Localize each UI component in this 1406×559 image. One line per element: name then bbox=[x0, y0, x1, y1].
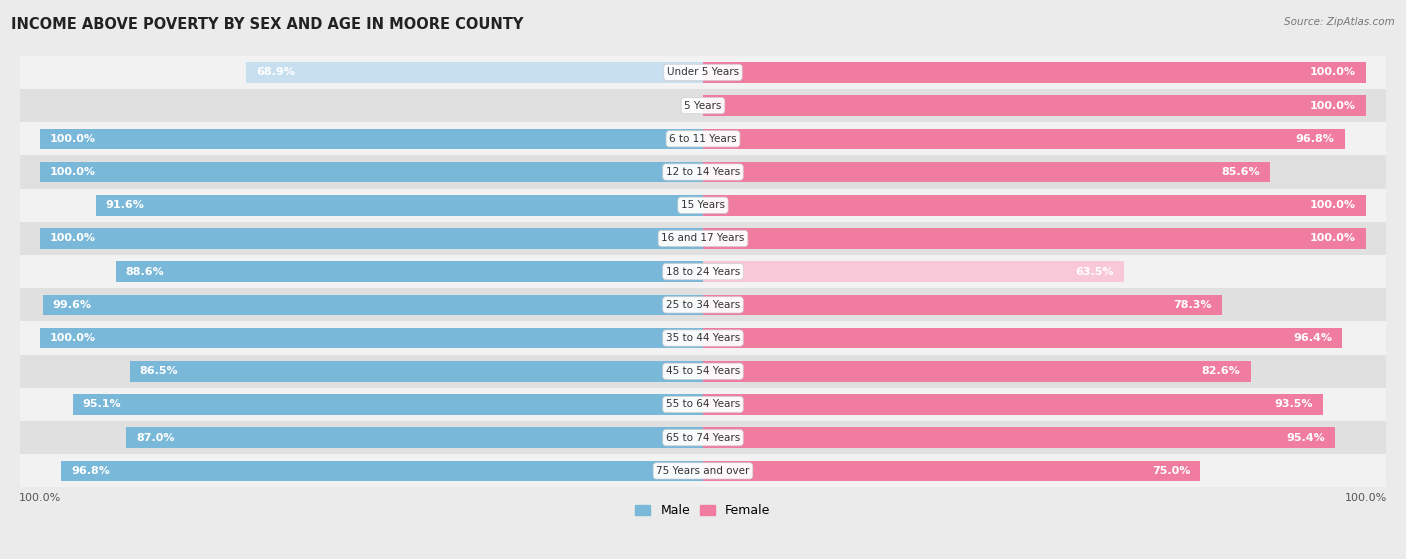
Text: 63.5%: 63.5% bbox=[1076, 267, 1114, 277]
Bar bbox=[703, 295, 1222, 315]
Text: 75 Years and over: 75 Years and over bbox=[657, 466, 749, 476]
Text: 95.1%: 95.1% bbox=[83, 400, 121, 410]
Text: 100.0%: 100.0% bbox=[51, 234, 96, 243]
Bar bbox=[703, 394, 1323, 415]
Text: 68.9%: 68.9% bbox=[256, 68, 295, 77]
Text: 96.8%: 96.8% bbox=[1296, 134, 1334, 144]
Text: 93.5%: 93.5% bbox=[1274, 400, 1313, 410]
Text: 16 and 17 Years: 16 and 17 Years bbox=[661, 234, 745, 243]
Text: 96.4%: 96.4% bbox=[1294, 333, 1331, 343]
Text: 15 Years: 15 Years bbox=[681, 200, 725, 210]
Bar bbox=[7, 421, 1399, 454]
Text: Source: ZipAtlas.com: Source: ZipAtlas.com bbox=[1284, 17, 1395, 27]
Text: 82.6%: 82.6% bbox=[1202, 366, 1240, 376]
Text: 100.0%: 100.0% bbox=[51, 333, 96, 343]
Text: 100.0%: 100.0% bbox=[51, 167, 96, 177]
Text: 96.8%: 96.8% bbox=[72, 466, 110, 476]
Text: 91.6%: 91.6% bbox=[105, 200, 145, 210]
Text: 100.0%: 100.0% bbox=[1310, 234, 1355, 243]
Bar bbox=[62, 461, 703, 481]
Text: 45 to 54 Years: 45 to 54 Years bbox=[666, 366, 740, 376]
Text: 75.0%: 75.0% bbox=[1152, 466, 1191, 476]
Bar bbox=[7, 155, 1399, 188]
Bar bbox=[703, 162, 1271, 182]
Bar bbox=[41, 129, 703, 149]
Bar bbox=[7, 454, 1399, 487]
Bar bbox=[96, 195, 703, 216]
Bar bbox=[703, 195, 1365, 216]
Bar bbox=[115, 262, 703, 282]
Text: 6 to 11 Years: 6 to 11 Years bbox=[669, 134, 737, 144]
Text: 18 to 24 Years: 18 to 24 Years bbox=[666, 267, 740, 277]
Text: 25 to 34 Years: 25 to 34 Years bbox=[666, 300, 740, 310]
Bar bbox=[703, 129, 1344, 149]
Text: 99.6%: 99.6% bbox=[53, 300, 91, 310]
Text: 100.0%: 100.0% bbox=[1310, 68, 1355, 77]
Bar bbox=[41, 328, 703, 348]
Bar bbox=[41, 162, 703, 182]
Text: 85.6%: 85.6% bbox=[1222, 167, 1260, 177]
Bar bbox=[703, 428, 1336, 448]
Bar bbox=[7, 56, 1399, 89]
Text: 35 to 44 Years: 35 to 44 Years bbox=[666, 333, 740, 343]
Bar bbox=[703, 228, 1365, 249]
Bar bbox=[7, 255, 1399, 288]
Bar bbox=[127, 428, 703, 448]
Text: 100.0%: 100.0% bbox=[1310, 200, 1355, 210]
Text: 55 to 64 Years: 55 to 64 Years bbox=[666, 400, 740, 410]
Bar bbox=[7, 388, 1399, 421]
Bar bbox=[7, 122, 1399, 155]
Text: 65 to 74 Years: 65 to 74 Years bbox=[666, 433, 740, 443]
Bar bbox=[7, 222, 1399, 255]
Text: 5 Years: 5 Years bbox=[685, 101, 721, 111]
Bar bbox=[7, 288, 1399, 321]
Text: 12 to 14 Years: 12 to 14 Years bbox=[666, 167, 740, 177]
Text: 87.0%: 87.0% bbox=[136, 433, 174, 443]
Text: 78.3%: 78.3% bbox=[1174, 300, 1212, 310]
Bar bbox=[73, 394, 703, 415]
Bar bbox=[41, 228, 703, 249]
Text: INCOME ABOVE POVERTY BY SEX AND AGE IN MOORE COUNTY: INCOME ABOVE POVERTY BY SEX AND AGE IN M… bbox=[11, 17, 523, 32]
Bar bbox=[703, 361, 1250, 382]
Bar bbox=[7, 354, 1399, 388]
Bar bbox=[7, 188, 1399, 222]
Bar bbox=[703, 95, 1365, 116]
Bar bbox=[7, 321, 1399, 354]
Bar bbox=[246, 62, 703, 83]
Text: 86.5%: 86.5% bbox=[139, 366, 179, 376]
Text: 100.0%: 100.0% bbox=[1310, 101, 1355, 111]
Bar bbox=[703, 262, 1123, 282]
Text: 88.6%: 88.6% bbox=[125, 267, 165, 277]
Bar bbox=[703, 461, 1201, 481]
Text: 100.0%: 100.0% bbox=[51, 134, 96, 144]
Bar bbox=[703, 328, 1341, 348]
Bar bbox=[42, 295, 703, 315]
Legend: Male, Female: Male, Female bbox=[630, 499, 776, 522]
Text: 95.4%: 95.4% bbox=[1286, 433, 1326, 443]
Bar bbox=[129, 361, 703, 382]
Text: Under 5 Years: Under 5 Years bbox=[666, 68, 740, 77]
Bar bbox=[703, 62, 1365, 83]
Bar bbox=[7, 89, 1399, 122]
